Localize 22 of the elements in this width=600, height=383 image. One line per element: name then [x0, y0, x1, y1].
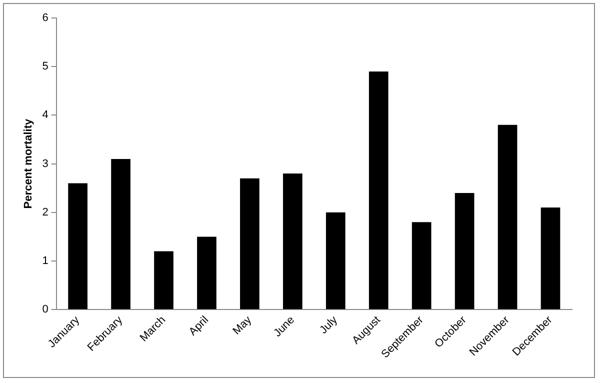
bar: [68, 183, 88, 310]
bar: [454, 192, 474, 310]
bar: [240, 178, 260, 310]
bar: [283, 174, 302, 310]
bar: [540, 208, 560, 310]
y-tick-label: 2: [42, 206, 48, 218]
bar: [197, 236, 216, 310]
y-tick-label: 1: [42, 255, 48, 268]
y-tick-label: 0: [42, 304, 48, 316]
y-tick-label: 6: [42, 12, 48, 24]
y-tick-label: 4: [42, 109, 48, 122]
y-tick-label: 3: [42, 158, 48, 170]
bar: [326, 212, 346, 310]
bar: [111, 158, 130, 310]
bar: [154, 251, 174, 310]
y-axis-title: Percent mortality: [22, 118, 35, 209]
x-tick-label: May: [230, 314, 254, 338]
bar: [412, 222, 432, 310]
x-tick-label: July: [318, 314, 340, 336]
bar: [498, 124, 518, 310]
y-tick-label: 5: [42, 60, 48, 73]
bar: [368, 71, 388, 310]
